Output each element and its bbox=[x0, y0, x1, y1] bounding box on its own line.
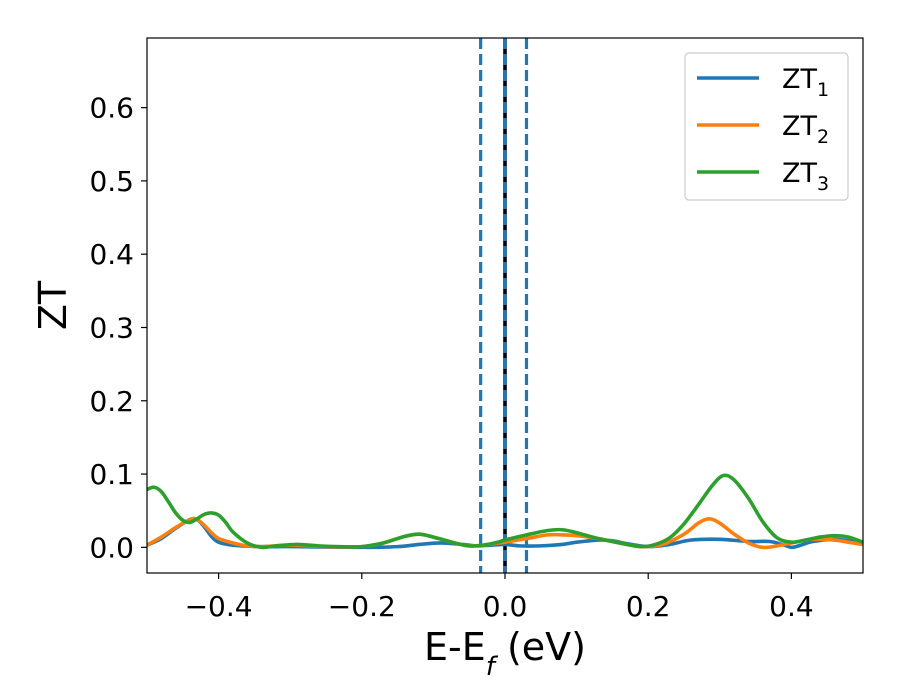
y-tick-label: 0.3 bbox=[89, 311, 134, 344]
legend: ZT1 ZT2 ZT3 bbox=[684, 52, 849, 201]
x-axis-label-unit: (eV) bbox=[495, 625, 586, 669]
legend-box bbox=[684, 52, 849, 201]
legend-label-3: ZT3 bbox=[782, 158, 829, 195]
x-tick-label: −0.4 bbox=[185, 590, 253, 623]
series-lines bbox=[147, 473, 863, 550]
x-tick-label: 0.4 bbox=[769, 590, 814, 623]
y-tick-label: 0.4 bbox=[89, 238, 134, 271]
x-tick-label: −0.2 bbox=[328, 590, 396, 623]
y-tick-label: 0.0 bbox=[89, 531, 134, 564]
y-tick-label: 0.5 bbox=[89, 165, 134, 198]
x-tick-label: 0.2 bbox=[626, 590, 671, 623]
vertical-reference-lines bbox=[479, 38, 529, 573]
x-axis-ticks: −0.4 −0.2 0.0 0.2 0.4 bbox=[185, 573, 814, 623]
series-line-3 bbox=[147, 473, 863, 550]
y-tick-label: 0.2 bbox=[89, 385, 134, 418]
x-axis-label-main: E-E bbox=[424, 625, 486, 669]
y-tick-label: 0.6 bbox=[89, 92, 134, 125]
legend-label-1: ZT1 bbox=[782, 64, 829, 101]
y-axis-ticks: 0.0 0.1 0.2 0.3 0.4 0.5 0.6 bbox=[89, 92, 147, 564]
x-tick-label: 0.0 bbox=[483, 590, 528, 623]
legend-items: ZT1 ZT2 ZT3 bbox=[697, 64, 829, 195]
x-axis-label: E-Ef (eV) bbox=[424, 625, 586, 682]
legend-label-2: ZT2 bbox=[782, 111, 829, 148]
y-tick-label: 0.1 bbox=[89, 458, 134, 491]
y-axis-label: ZT bbox=[31, 280, 75, 330]
